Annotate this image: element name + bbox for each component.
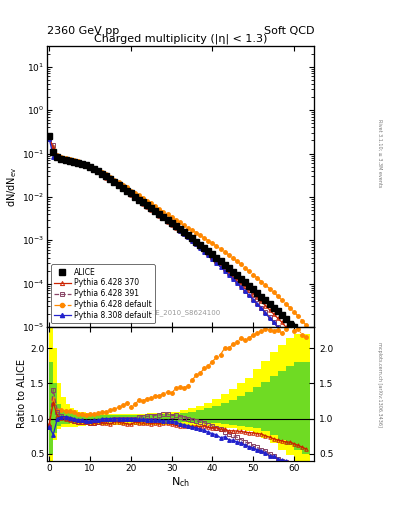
ALICE [79, 161, 84, 167]
Pythia 6.428 391 [79, 162, 84, 168]
Pythia 6.428 default [47, 136, 51, 142]
Line: Pythia 6.428 default: Pythia 6.428 default [48, 137, 308, 327]
Pythia 6.428 default [214, 243, 219, 249]
Pythia 6.428 391 [47, 136, 51, 142]
Pythia 6.428 391 [173, 222, 178, 228]
Pythia 6.428 370 [304, 347, 309, 353]
Pythia 6.428 370 [153, 209, 158, 216]
Pythia 6.428 370 [47, 135, 51, 141]
Y-axis label: Ratio to ALICE: Ratio to ALICE [17, 359, 27, 429]
Pythia 8.308 default [190, 238, 195, 244]
Line: Pythia 8.308 default: Pythia 8.308 default [48, 137, 308, 365]
Pythia 6.428 default [210, 240, 215, 246]
Pythia 6.428 default [153, 203, 158, 209]
ALICE [214, 255, 219, 261]
Text: Soft QCD: Soft QCD [264, 26, 314, 36]
Pythia 8.308 default [79, 161, 84, 167]
Pythia 6.428 391 [190, 236, 195, 242]
Pythia 6.428 370 [79, 162, 84, 168]
ALICE [210, 251, 215, 258]
Pythia 8.308 default [210, 256, 215, 262]
Pythia 8.308 default [304, 360, 309, 366]
Title: Charged multiplicity (|η| < 1.3): Charged multiplicity (|η| < 1.3) [94, 34, 268, 45]
Pythia 6.428 370 [210, 254, 215, 260]
Pythia 6.428 391 [153, 207, 158, 214]
Line: ALICE: ALICE [46, 134, 309, 343]
Pythia 8.308 default [173, 224, 178, 230]
Pythia 6.428 370 [173, 225, 178, 231]
Text: 2360 GeV pp: 2360 GeV pp [47, 26, 119, 36]
Line: Pythia 6.428 370: Pythia 6.428 370 [48, 136, 308, 352]
ALICE [153, 208, 158, 214]
Pythia 8.308 default [214, 260, 219, 266]
Pythia 6.428 default [190, 227, 195, 233]
Legend: ALICE, Pythia 6.428 370, Pythia 6.428 391, Pythia 6.428 default, Pythia 8.308 de: ALICE, Pythia 6.428 370, Pythia 6.428 39… [51, 265, 155, 323]
Pythia 6.428 default [79, 159, 84, 165]
Pythia 6.428 370 [214, 258, 219, 264]
ALICE [173, 223, 178, 229]
Pythia 6.428 default [304, 322, 309, 328]
ALICE [304, 336, 309, 343]
Text: Rivet 3.1.10; ≥ 3.3M events: Rivet 3.1.10; ≥ 3.3M events [377, 119, 382, 188]
ALICE [47, 133, 51, 139]
Pythia 6.428 391 [210, 253, 215, 260]
Text: ALICE_2010_S8624100: ALICE_2010_S8624100 [141, 309, 221, 316]
Pythia 6.428 370 [190, 238, 195, 244]
Pythia 6.428 391 [304, 362, 309, 369]
Text: mcplots.cern.ch [arXiv:1306.3436]: mcplots.cern.ch [arXiv:1306.3436] [377, 342, 382, 426]
Y-axis label: dN/dN$_{\mathsf{ev}}$: dN/dN$_{\mathsf{ev}}$ [6, 166, 19, 207]
Pythia 6.428 391 [214, 258, 219, 264]
X-axis label: N$_{\mathsf{ch}}$: N$_{\mathsf{ch}}$ [171, 475, 190, 489]
Pythia 8.308 default [153, 208, 158, 215]
Pythia 6.428 default [173, 217, 178, 223]
Pythia 8.308 default [47, 136, 51, 142]
Line: Pythia 6.428 391: Pythia 6.428 391 [48, 137, 308, 367]
ALICE [190, 236, 195, 242]
